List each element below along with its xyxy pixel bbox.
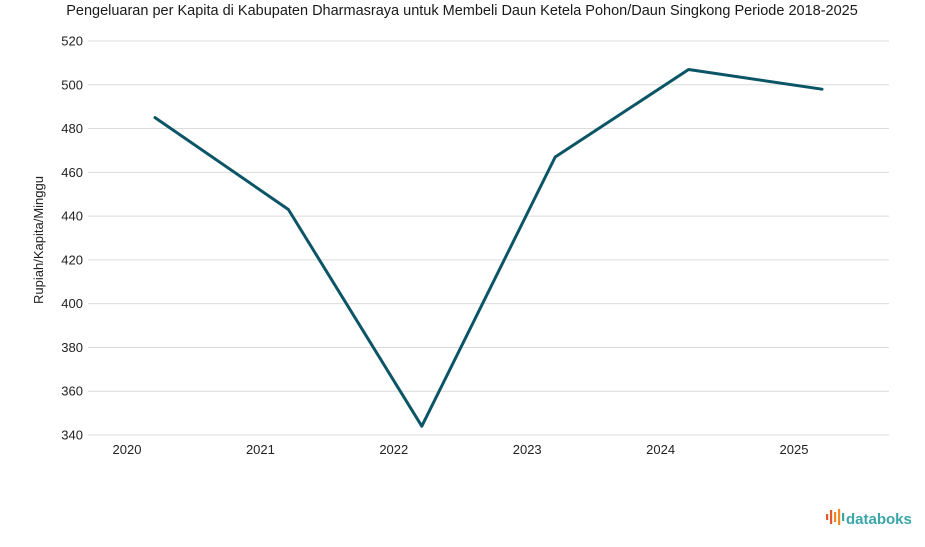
chart-title: Pengeluaran per Kapita di Kabupaten Dhar… xyxy=(66,3,858,19)
series-line xyxy=(153,68,824,428)
x-axis-ticks: 2020 2021 2022 2023 2024 2025 xyxy=(113,442,809,457)
y-axis-label: Rupiah/Kapita/Minggu xyxy=(31,176,46,304)
x-tick-label: 2022 xyxy=(379,442,408,457)
y-tick-label: 340 xyxy=(61,428,83,443)
y-tick-label: 400 xyxy=(61,296,83,311)
data-point[interactable] xyxy=(549,151,561,163)
data-point[interactable] xyxy=(683,63,695,75)
y-tick-label: 480 xyxy=(61,121,83,136)
y-tick-label: 440 xyxy=(61,209,83,224)
x-tick-label: 2025 xyxy=(780,442,809,457)
x-tick-label: 2023 xyxy=(513,442,542,457)
y-tick-label: 500 xyxy=(61,77,83,92)
y-tick-label: 460 xyxy=(61,165,83,180)
databoks-logo-icon xyxy=(826,509,845,525)
y-tick-label: 520 xyxy=(61,34,83,49)
databoks-logo-text: databoks xyxy=(846,511,912,528)
data-point[interactable] xyxy=(416,420,428,432)
data-point[interactable] xyxy=(816,83,828,95)
x-tick-label: 2024 xyxy=(646,442,675,457)
x-tick-label: 2021 xyxy=(246,442,275,457)
y-tick-label: 360 xyxy=(61,384,83,399)
data-point[interactable] xyxy=(282,204,294,216)
gridlines xyxy=(88,40,889,436)
databoks-logo[interactable]: databoks xyxy=(826,509,912,528)
series-layer xyxy=(149,63,828,432)
data-point[interactable] xyxy=(149,112,161,124)
y-tick-label: 380 xyxy=(61,340,83,355)
y-tick-label: 420 xyxy=(61,252,83,267)
y-axis-ticks: 340 360 380 400 420 440 460 480 500 520 xyxy=(61,34,83,443)
x-tick-label: 2020 xyxy=(113,442,142,457)
